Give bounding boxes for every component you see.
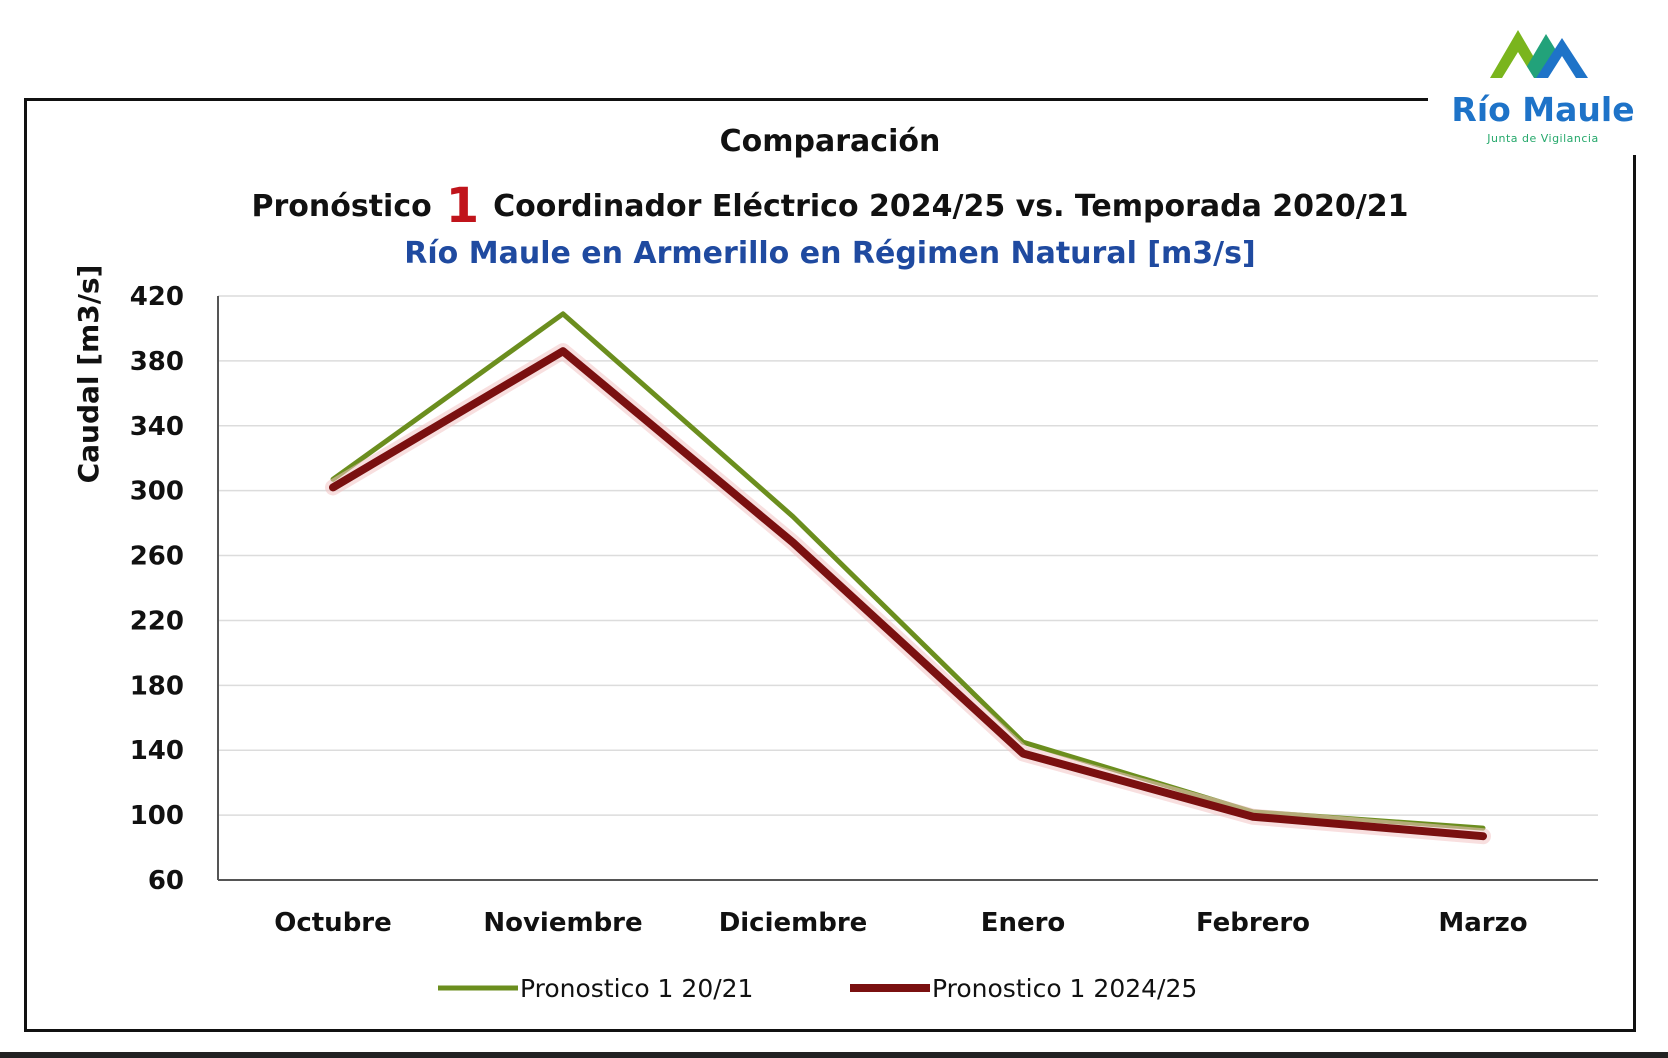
bottom-divider [0, 1052, 1668, 1058]
y-tick-label: 300 [130, 477, 184, 507]
legend-label-1: Pronostico 1 20/21 [520, 974, 753, 1003]
subtitle-suffix: Coordinador Eléctrico 2024/25 vs. Tempor… [493, 189, 1409, 224]
rio-maule-logo: Río Maule Junta de Vigilancia [1428, 20, 1658, 155]
x-tick-label: Octubre [274, 908, 392, 938]
data-point [331, 485, 335, 489]
forecast-number: 1 [445, 178, 480, 234]
y-axis-title: Caudal [m3/s] [72, 265, 105, 484]
series-line-2 [329, 347, 1487, 841]
logo-title: Río Maule [1451, 90, 1635, 129]
series-line-glow [325, 343, 1491, 845]
y-tick-label: 260 [130, 542, 184, 572]
data-point [1481, 834, 1485, 838]
legend-label-2: Pronostico 1 2024/25 [932, 974, 1197, 1003]
x-tick-label: Diciembre [719, 908, 868, 938]
logo-subtitle: Junta de Vigilancia [1487, 132, 1599, 145]
y-tick-label: 180 [130, 671, 184, 701]
data-point [561, 349, 565, 353]
subtitle-prefix: Pronóstico [251, 189, 432, 224]
chart-title: Comparación [719, 124, 941, 159]
data-point [561, 312, 565, 316]
data-point [791, 515, 795, 519]
x-tick-label: Noviembre [483, 908, 642, 938]
x-tick-label: Febrero [1196, 908, 1310, 938]
data-point [1021, 751, 1025, 755]
y-tick-label: 380 [130, 347, 184, 377]
mountains-logo-icon [1490, 30, 1588, 78]
chart-subtitle: Pronóstico 1 Coordinador Eléctrico 2024/25… [24, 178, 1636, 234]
y-tick-label: 340 [130, 412, 184, 442]
y-tick-label: 220 [130, 606, 184, 636]
data-point [791, 541, 795, 545]
chart-subtitle-2: Río Maule en Armerillo en Régimen Natura… [404, 236, 1256, 271]
chart-frame [24, 98, 1636, 1032]
y-tick-label: 140 [130, 736, 184, 766]
y-tick-label: 60 [148, 866, 184, 896]
y-tick-label: 420 [130, 282, 184, 312]
y-tick-label: 100 [130, 801, 184, 831]
x-tick-label: Marzo [1438, 908, 1527, 938]
data-point [1251, 815, 1255, 819]
x-tick-label: Enero [981, 908, 1066, 938]
